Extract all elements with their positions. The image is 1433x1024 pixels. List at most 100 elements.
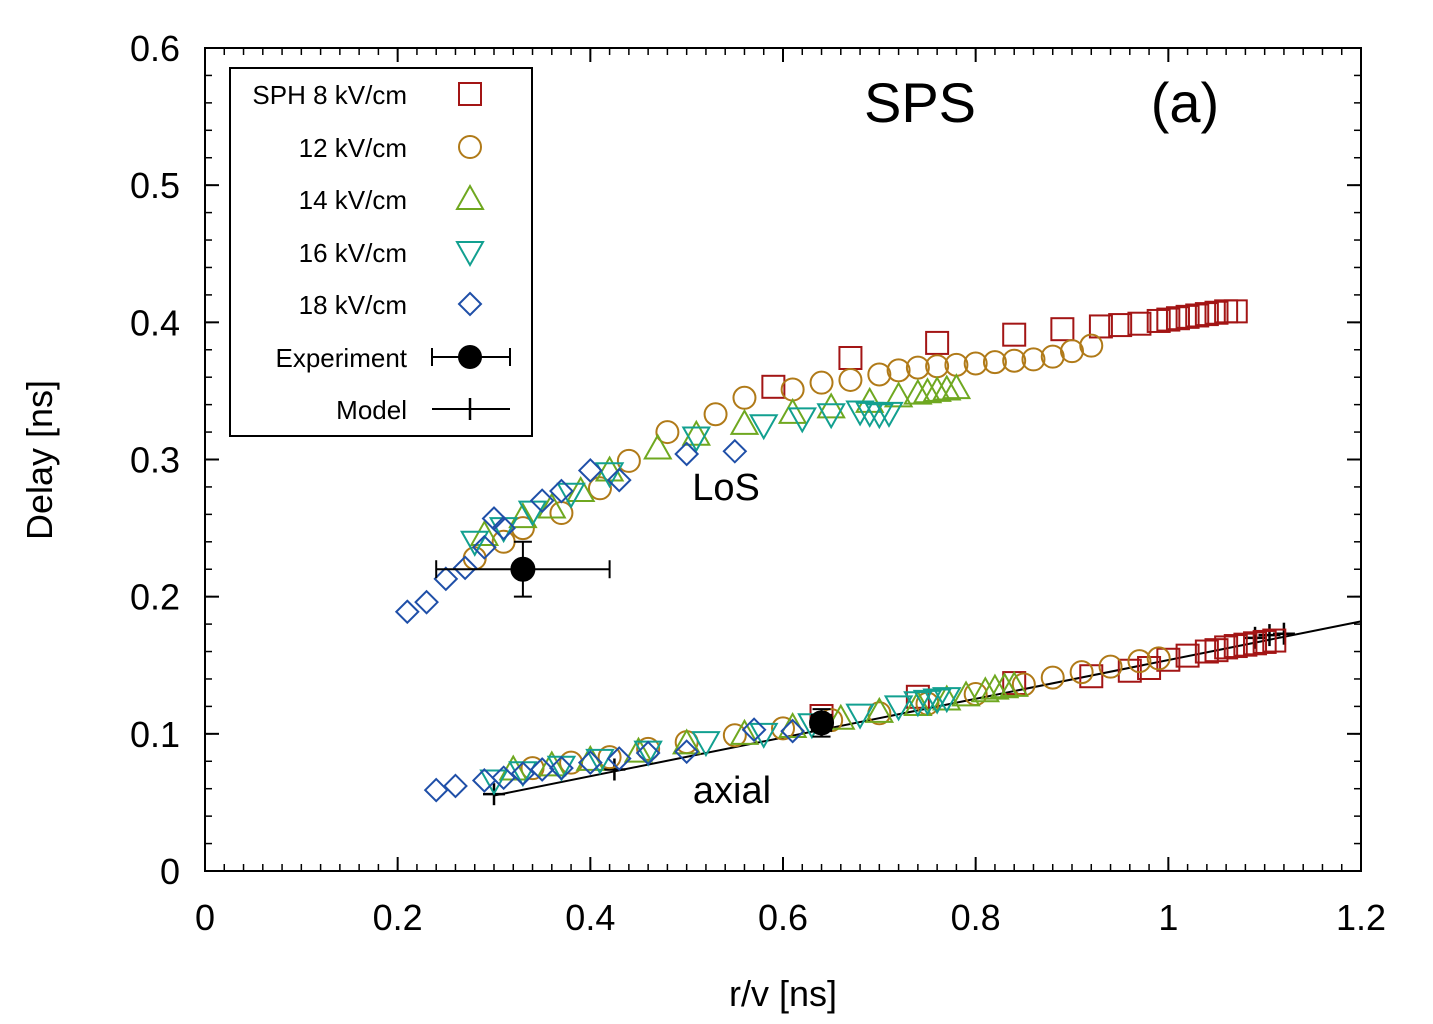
data-point (703, 402, 728, 427)
data-point (1156, 307, 1181, 332)
data-point (925, 330, 950, 355)
series-5 (394, 438, 806, 803)
data-point (845, 400, 875, 427)
legend-symbol-experiment (431, 345, 511, 369)
data-point (636, 736, 661, 761)
legend-symbol-1 (458, 82, 482, 106)
data-point (826, 703, 856, 730)
legend-label-14: 14 kV/cm (299, 185, 407, 215)
data-point (1204, 300, 1229, 325)
legend: SPH 8 kV/cm 12 kV/cm 14 kV/cm 16 kV/cm 1… (229, 67, 533, 437)
model-point (1258, 624, 1281, 647)
data-point (1223, 299, 1248, 324)
data-point (1127, 311, 1152, 336)
data-point (912, 377, 943, 404)
data-point (577, 750, 603, 776)
data-point (1175, 643, 1200, 668)
data-point (1146, 308, 1171, 333)
data-point (643, 433, 673, 460)
data-point (999, 670, 1029, 697)
data-point (1252, 629, 1277, 654)
data-point (537, 750, 567, 777)
data-point (816, 403, 846, 430)
experiment-marker (809, 710, 835, 736)
data-point (549, 755, 574, 781)
series-2 (462, 333, 1171, 781)
data-point (932, 374, 962, 401)
legend-box (229, 67, 533, 437)
y-tick-label: 0.4 (130, 302, 180, 343)
x-tick-label: 1.2 (1336, 897, 1386, 938)
data-point (941, 373, 972, 400)
data-point (741, 717, 767, 743)
data-point (594, 462, 625, 489)
y-tick-label: 0 (160, 851, 180, 892)
legend-symbols (431, 82, 511, 420)
data-point (674, 739, 700, 765)
data-point (556, 482, 586, 509)
data-point (932, 687, 962, 714)
data-point (951, 680, 981, 707)
data-point (481, 506, 507, 531)
data-point (729, 718, 760, 745)
data-point (1117, 658, 1142, 683)
y-tick-label: 0.1 (130, 714, 180, 755)
ticks: 0 0.2 0.4 0.6 0.8 1 1.2 0 0.1 0.2 0.3 0.4 0.5 0.6 (130, 28, 1386, 938)
data-point (460, 530, 490, 557)
panel-label: (a) (1151, 71, 1219, 134)
legend-label-16: 16 kV/cm (299, 238, 407, 268)
data-point (433, 566, 459, 592)
data-point (529, 488, 555, 514)
data-point (732, 385, 757, 410)
model-point (603, 758, 626, 781)
data-point (854, 401, 885, 428)
experiment-point (809, 708, 835, 738)
data-point (1098, 654, 1123, 679)
data-point (903, 378, 933, 405)
data-point (1156, 647, 1181, 672)
data-point (1175, 304, 1200, 329)
data-point (1127, 649, 1152, 674)
data-point (1079, 333, 1104, 358)
data-point (606, 467, 632, 493)
data-point (471, 768, 497, 793)
data-point (912, 689, 943, 716)
data-point (491, 515, 517, 541)
data-point (587, 476, 612, 501)
y-axis-label: Delay [ns] (19, 380, 60, 540)
data-point (1108, 313, 1133, 338)
legend-symbol-5 (457, 291, 483, 317)
legend-symbol-2 (458, 135, 482, 159)
data-point (903, 691, 933, 718)
data-point (1060, 339, 1084, 364)
data-point (577, 458, 603, 483)
legend-label-sph8: SPH 8 kV/cm (252, 80, 407, 110)
data-point (989, 672, 1020, 699)
data-point (809, 370, 834, 395)
data-point (816, 392, 846, 419)
data-point (874, 401, 904, 428)
data-point (1185, 303, 1210, 328)
x-tick-label: 1 (1158, 897, 1178, 938)
series-3 (469, 373, 1029, 781)
data-point (674, 441, 700, 467)
data-point (1021, 347, 1046, 372)
data-point (479, 769, 509, 796)
data-point (529, 757, 555, 782)
annotation-los: LoS (692, 467, 760, 509)
data-point (443, 773, 468, 799)
data-point (1194, 639, 1219, 664)
experiment-series (435, 540, 835, 738)
x-tick-label: 0.2 (373, 897, 423, 938)
data-point (1069, 660, 1094, 685)
data-point (886, 358, 911, 383)
data-point (671, 728, 702, 755)
annotation-axial: axial (693, 770, 771, 812)
data-point (729, 408, 760, 435)
chart-title: SPS (864, 71, 976, 134)
x-axis-label: r/v [ns] (729, 973, 837, 1014)
data-point (761, 374, 786, 399)
data-point (922, 375, 952, 402)
data-point (905, 355, 930, 380)
data-point (883, 695, 914, 722)
